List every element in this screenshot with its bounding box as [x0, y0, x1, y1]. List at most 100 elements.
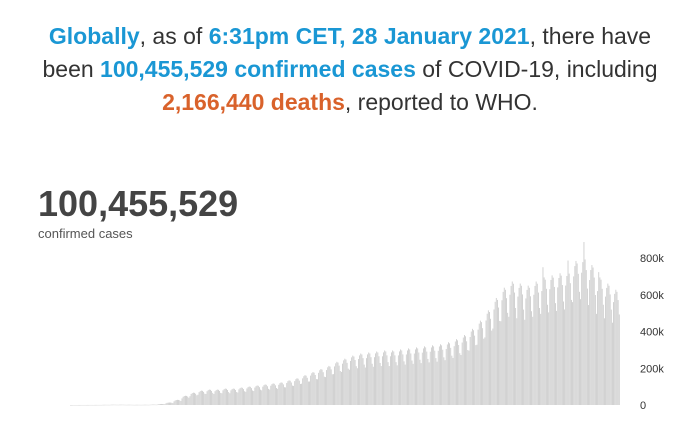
- daily-cases-bar: [118, 405, 119, 406]
- daily-cases-bar: [461, 355, 462, 405]
- daily-cases-bar: [598, 272, 599, 405]
- daily-cases-bar: [421, 363, 422, 405]
- daily-cases-bar: [219, 391, 220, 405]
- daily-cases-bar: [420, 360, 421, 405]
- daily-cases-bar: [414, 354, 415, 405]
- daily-cases-bar: [141, 405, 142, 406]
- daily-cases-bar: [183, 397, 184, 405]
- daily-cases-bar: [240, 388, 241, 405]
- daily-cases-bar: [336, 362, 337, 405]
- daily-cases-bar: [379, 356, 380, 405]
- daily-cases-bar: [510, 295, 511, 405]
- daily-cases-bar: [426, 352, 427, 405]
- daily-cases-bar: [505, 290, 506, 405]
- daily-cases-bar: [577, 264, 578, 405]
- daily-cases-bar: [554, 287, 555, 405]
- daily-cases-bar: [86, 405, 87, 406]
- daily-cases-bar: [318, 373, 319, 405]
- daily-cases-bar: [328, 366, 329, 405]
- daily-cases-bar: [112, 405, 113, 406]
- daily-cases-bar: [291, 383, 292, 405]
- daily-cases-bar: [110, 405, 111, 406]
- daily-cases-bar: [592, 265, 593, 405]
- daily-cases-bar-chart: 800k 600k 400k 200k 0: [0, 240, 700, 440]
- daily-cases-bar: [206, 394, 207, 405]
- daily-cases-bar: [114, 405, 115, 406]
- daily-cases-bar: [224, 389, 225, 405]
- daily-cases-bar: [479, 324, 480, 405]
- daily-cases-bar: [265, 384, 266, 405]
- daily-cases-bar: [350, 361, 351, 405]
- bar-series: [70, 242, 620, 405]
- daily-cases-bar: [266, 385, 267, 405]
- daily-cases-bar: [165, 404, 166, 405]
- daily-cases-bar: [594, 278, 595, 405]
- daily-cases-bar: [362, 354, 363, 405]
- daily-cases-bar: [208, 390, 209, 405]
- daily-cases-bar: [445, 360, 446, 405]
- daily-cases-bar: [120, 405, 121, 406]
- daily-cases-bar: [618, 300, 619, 405]
- daily-cases-bar: [440, 344, 441, 405]
- daily-cases-bar: [278, 385, 279, 405]
- daily-cases-bar: [520, 284, 521, 405]
- daily-cases-bar: [102, 405, 103, 406]
- daily-cases-bar: [453, 358, 454, 405]
- daily-cases-bar: [365, 368, 366, 405]
- daily-cases-bar: [268, 389, 269, 405]
- daily-cases-bar: [418, 353, 419, 405]
- daily-cases-bar: [315, 375, 316, 405]
- daily-cases-bar: [261, 390, 262, 405]
- daily-cases-bar: [449, 343, 450, 405]
- daily-cases-bar: [160, 404, 161, 405]
- daily-cases-bar: [496, 298, 497, 405]
- daily-cases-bar: [186, 396, 187, 405]
- daily-cases-bar: [557, 287, 558, 405]
- daily-cases-bar: [262, 387, 263, 405]
- daily-cases-bar: [88, 405, 89, 406]
- daily-cases-bar: [198, 395, 199, 405]
- daily-cases-bar: [373, 367, 374, 405]
- daily-cases-bar: [293, 386, 294, 405]
- daily-cases-bar: [397, 365, 398, 405]
- daily-cases-bar: [155, 405, 156, 406]
- daily-cases-bar: [354, 356, 355, 405]
- daily-cases-bar: [518, 297, 519, 405]
- confirmed-cases-total: 100,455,529: [38, 182, 238, 226]
- daily-cases-bar: [513, 284, 514, 405]
- daily-cases-bar: [80, 405, 81, 406]
- daily-cases-bar: [121, 405, 122, 406]
- daily-cases-bar: [254, 388, 255, 405]
- daily-cases-bar: [297, 378, 298, 405]
- daily-cases-bar: [104, 405, 105, 406]
- daily-cases-bar: [431, 347, 432, 405]
- daily-cases-bar: [256, 386, 257, 405]
- daily-cases-bar: [72, 405, 73, 406]
- daily-cases-bar: [482, 328, 483, 405]
- daily-cases-bar: [569, 274, 570, 405]
- daily-cases-bar: [298, 379, 299, 405]
- daily-cases-bar: [490, 319, 491, 405]
- daily-cases-bar: [235, 390, 236, 405]
- daily-cases-bar: [579, 292, 580, 405]
- daily-cases-bar: [75, 405, 76, 406]
- daily-cases-bar: [277, 389, 278, 405]
- daily-cases-bar: [249, 386, 250, 405]
- daily-cases-bar: [568, 261, 569, 405]
- daily-cases-bar: [434, 351, 435, 405]
- daily-cases-bar: [98, 405, 99, 406]
- daily-cases-bar: [190, 396, 191, 405]
- daily-cases-bar: [124, 405, 125, 406]
- daily-cases-bar: [260, 390, 261, 405]
- daily-cases-bar: [322, 370, 323, 405]
- daily-cases-bar: [311, 373, 312, 405]
- daily-cases-bar: [376, 351, 377, 405]
- daily-cases-bar: [500, 321, 501, 405]
- daily-cases-bar: [326, 370, 327, 405]
- daily-cases-bar: [486, 320, 487, 405]
- daily-cases-bar: [215, 391, 216, 405]
- daily-cases-bar: [184, 396, 185, 405]
- daily-cases-bar: [243, 389, 244, 405]
- daily-cases-bar: [438, 351, 439, 405]
- daily-cases-bar: [264, 385, 265, 405]
